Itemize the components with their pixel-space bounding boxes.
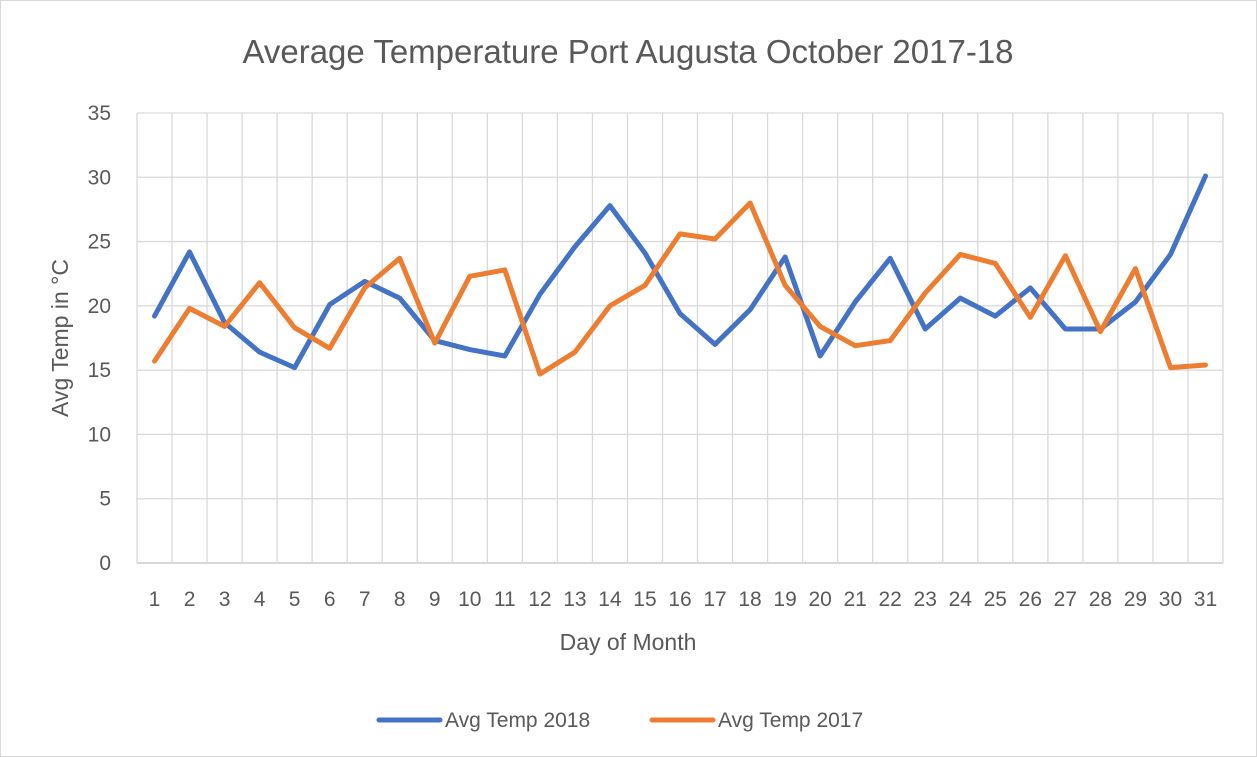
x-tick-label: 31 [1194,588,1217,611]
x-tick-label: 29 [1124,588,1147,611]
x-tick-label: 14 [598,588,622,611]
x-tick-label: 27 [1054,588,1077,611]
x-tick-label: 20 [808,588,831,611]
y-tick-label: 5 [99,488,111,511]
x-tick-label: 25 [984,588,1007,611]
x-tick-label: 8 [394,588,406,611]
x-axis-title: Day of Month [560,629,697,655]
gridlines [136,112,1224,564]
legend-item: Avg Temp 2017 [649,709,863,732]
x-tick-label: 24 [949,588,973,611]
x-tick-label: 4 [254,588,266,611]
series-line-1 [152,173,1208,371]
x-tick-label: 15 [633,588,656,611]
x-tick-label: 17 [703,588,726,611]
x-tick-label: 16 [668,588,691,611]
x-tick-label: 1 [149,588,161,611]
x-tick-label: 11 [494,588,516,611]
y-tick-label: 10 [88,423,111,446]
x-tick-label: 23 [914,588,937,611]
chart-title: Average Temperature Port Augusta October… [242,33,1013,70]
legend-label: Avg Temp 2018 [445,709,590,732]
y-tick-label: 35 [88,102,111,125]
series-line-2 [152,200,1208,377]
x-tick-label: 13 [563,588,586,611]
series-lines [152,173,1208,377]
x-axis-ticks: 1 2 3 4 5 6 7 8 9 10 11 12 13 14 15 16 17 18 19 20 21 22 23 24 2… [149,588,1217,611]
legend-item: Avg Temp 2018 [376,709,590,732]
y-tick-label: 30 [88,166,111,189]
x-tick-label: 7 [359,588,371,611]
y-axis-title: Avg Temp in °C [47,259,73,417]
x-tick-label: 26 [1019,588,1042,611]
x-tick-label: 28 [1089,588,1112,611]
legend: Avg Temp 2018 Avg Temp 2017 [376,709,863,732]
x-tick-label: 6 [324,588,336,611]
x-tick-label: 3 [219,588,231,611]
y-tick-label: 20 [88,295,111,318]
x-tick-label: 5 [289,588,301,611]
x-tick-label: 10 [458,588,481,611]
x-tick-label: 12 [528,588,551,611]
y-tick-label: 25 [88,231,111,254]
y-axis-ticks: 0 5 10 15 20 25 30 35 [88,102,111,575]
x-tick-label: 22 [879,588,902,611]
x-tick-label: 30 [1159,588,1182,611]
legend-label: Avg Temp 2017 [718,709,863,732]
y-tick-label: 15 [88,359,111,382]
x-tick-label: 9 [429,588,441,611]
x-tick-label: 21 [843,588,866,611]
x-tick-label: 2 [184,588,196,611]
x-tick-label: 19 [773,588,796,611]
x-tick-label: 18 [738,588,761,611]
y-tick-label: 0 [99,552,111,575]
